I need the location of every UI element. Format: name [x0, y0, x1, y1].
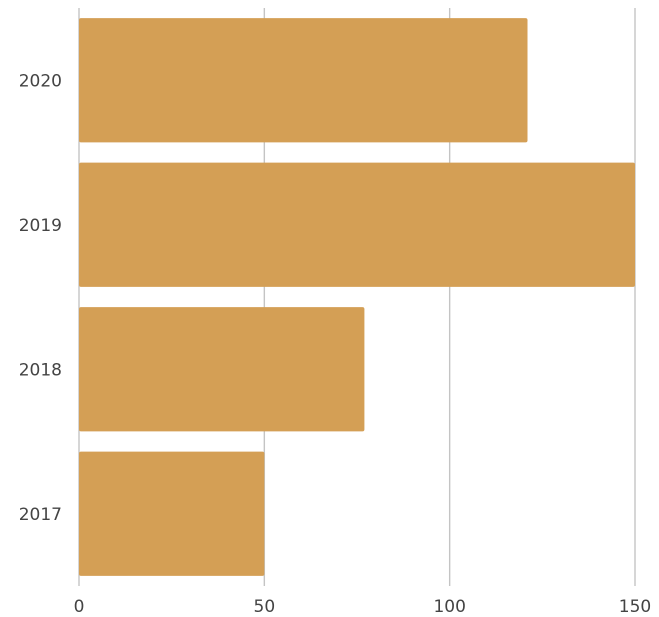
category-label: 2018: [19, 360, 62, 380]
x-tick-label: 0: [74, 597, 85, 617]
category-label-layer: 2020 2019 2018 2017: [19, 71, 62, 525]
bar-layer: [79, 18, 635, 576]
bar-2019: [79, 162, 635, 287]
category-label: 2020: [19, 71, 62, 91]
bar-2018: [79, 307, 365, 432]
x-tick-label: 100: [433, 597, 465, 617]
bar-2017: [79, 451, 265, 576]
category-label: 2019: [19, 216, 62, 236]
bar-2020: [79, 18, 528, 143]
x-tick-label: 50: [254, 597, 276, 617]
category-label: 2017: [19, 505, 62, 525]
x-tick-label: 150: [619, 597, 651, 617]
x-tick-label-layer: 0 50 100 150: [74, 597, 652, 617]
